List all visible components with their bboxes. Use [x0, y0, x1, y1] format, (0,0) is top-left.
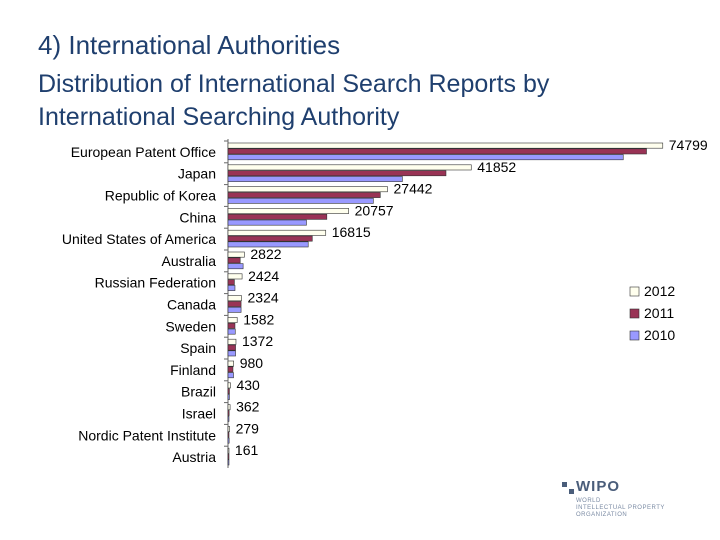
bar-2011 — [227, 366, 234, 373]
category-label: United States of America — [62, 231, 216, 247]
data-label: 41852 — [477, 159, 516, 175]
bar-2010 — [227, 306, 242, 313]
category-label: Republic of Korea — [105, 188, 217, 204]
data-label: 74799 — [669, 137, 708, 153]
bar-2011 — [227, 388, 230, 395]
bar-2011 — [227, 344, 236, 351]
bar-2012 — [227, 338, 237, 345]
data-label: 27442 — [394, 181, 433, 197]
legend-swatch-2011 — [629, 308, 640, 319]
category-label: China — [179, 209, 216, 225]
data-label: 20757 — [355, 202, 394, 218]
bar-2010 — [227, 219, 307, 226]
data-label: 161 — [235, 442, 259, 458]
bar-2010 — [227, 372, 234, 379]
data-label: 2424 — [248, 268, 279, 284]
legend-swatch-2010 — [629, 330, 640, 341]
bar-2012 — [227, 229, 327, 236]
bar-2010 — [227, 415, 230, 422]
bar-2012 — [227, 317, 238, 323]
bar-2010 — [227, 350, 236, 357]
category-label: Finland — [170, 362, 216, 378]
legend-label-2011: 2011 — [644, 305, 674, 321]
bar-2012 — [227, 295, 242, 302]
wipo-logo: WIPO WORLD INTELLECTUAL PROPERTY ORGANIZ… — [562, 478, 702, 518]
category-label: Canada — [167, 297, 216, 313]
bar-2010 — [227, 328, 236, 335]
data-label: 362 — [236, 399, 260, 415]
bar-2010 — [227, 154, 624, 161]
category-label: Brazil — [181, 384, 216, 400]
bar-2012 — [227, 208, 349, 214]
data-label: 2324 — [248, 290, 279, 306]
logo-name: WIPO — [576, 478, 620, 495]
data-label: 430 — [236, 377, 260, 393]
bar-2011 — [227, 431, 230, 438]
bar-2012 — [227, 404, 231, 411]
bar-2010 — [227, 394, 230, 400]
bar-2011 — [227, 235, 313, 242]
legend-label-2010: 2010 — [644, 327, 675, 343]
logo-line-2: INTELLECTUAL PROPERTY — [576, 505, 665, 511]
bar-2011 — [227, 322, 236, 329]
bar-2011 — [227, 192, 381, 198]
category-label: Australia — [162, 253, 217, 269]
slide-subtitle: Distribution of International Search Rep… — [38, 70, 550, 131]
data-label: 980 — [240, 355, 264, 371]
bar-2011 — [227, 213, 328, 220]
legend-label-2012: 2012 — [644, 283, 675, 299]
bar-2012 — [227, 251, 245, 258]
bar-2010 — [227, 459, 230, 466]
logo-line-3: ORGANIZATION — [576, 512, 628, 518]
bar-2012 — [227, 164, 472, 171]
category-label: Austria — [172, 449, 216, 465]
bar-2012 — [227, 273, 243, 280]
category-label: Sweden — [165, 318, 216, 334]
bar-2011 — [227, 148, 647, 155]
bar-2012 — [227, 447, 230, 454]
data-label: 2822 — [250, 246, 281, 262]
slide-title: 4) International Authorities — [38, 30, 341, 60]
bar-2010 — [227, 263, 244, 270]
bar-2011 — [227, 279, 235, 286]
bar-2012 — [227, 426, 230, 432]
category-label: Israel — [182, 406, 216, 422]
bar-2012 — [227, 142, 664, 149]
bar-2010 — [227, 241, 309, 248]
bar-2010 — [227, 176, 403, 182]
category-label: European Patent Office — [71, 144, 216, 160]
category-label: Nordic Patent Institute — [78, 427, 216, 443]
bar-2010 — [227, 197, 374, 204]
category-label: Spain — [180, 340, 216, 356]
data-label: 1582 — [243, 311, 274, 327]
bar-2010 — [227, 437, 230, 444]
data-label: 16815 — [332, 224, 371, 240]
legend-swatch-2012 — [629, 286, 640, 297]
bar-2012 — [227, 360, 234, 367]
category-label: Japan — [178, 166, 216, 182]
bar-2011 — [227, 410, 230, 416]
bar-2011 — [227, 453, 230, 460]
bar-2010 — [227, 285, 236, 291]
data-label: 279 — [236, 420, 260, 436]
data-label: 1372 — [242, 333, 273, 349]
bar-2012 — [227, 382, 231, 389]
logo-line-1: WORLD — [576, 498, 601, 504]
wipo-mark-icon — [562, 482, 574, 494]
bar-2011 — [227, 170, 447, 177]
category-label: Russian Federation — [95, 275, 216, 291]
bar-2011 — [227, 301, 242, 307]
bar-2012 — [227, 186, 388, 193]
bar-2011 — [227, 257, 241, 264]
